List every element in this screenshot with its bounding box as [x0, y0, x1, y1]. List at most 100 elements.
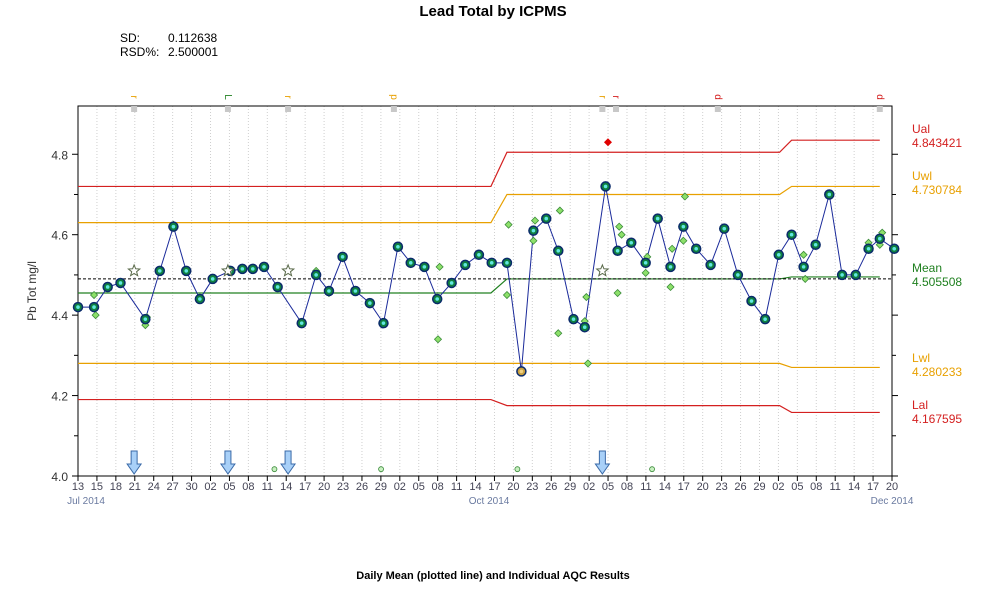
- individual-result-point: [582, 292, 591, 302]
- daily-mean-point-core: [655, 216, 660, 221]
- daily-mean-point-core: [262, 265, 266, 269]
- daily-mean-point-core: [449, 281, 454, 285]
- daily-mean-point-core: [827, 192, 832, 197]
- x-tick-label: 23: [526, 481, 538, 493]
- lal-label: Lal: [912, 398, 928, 412]
- individual-result-point: [666, 282, 675, 292]
- lal-value: 4.167595: [912, 412, 962, 426]
- daily-mean-point-core: [250, 267, 255, 271]
- daily-mean-point-core: [240, 267, 245, 271]
- outlier-point: [603, 138, 612, 147]
- lal-line: [78, 398, 880, 414]
- top-marker-box: [131, 106, 138, 112]
- x-tick-label: 15: [91, 481, 103, 493]
- x-tick-label: 26: [545, 481, 557, 493]
- lwl-value: 4.280233: [912, 365, 962, 379]
- x-tick-label: 17: [488, 481, 500, 493]
- y-tick-label: 4.2: [51, 390, 68, 404]
- x-tick-label: 11: [262, 481, 273, 493]
- individual-result-point: [91, 311, 100, 320]
- daily-mean-point-core: [489, 261, 494, 265]
- individual-result-point: [799, 250, 808, 259]
- top-marker-label: d: [874, 94, 885, 100]
- top-marker-label: L: [222, 94, 233, 100]
- daily-mean-point-core: [571, 317, 576, 321]
- individual-result-point: [583, 359, 593, 368]
- daily-mean-point-core: [556, 248, 561, 253]
- individual-result-point: [529, 236, 538, 245]
- daily-mean-point-core: [603, 184, 608, 189]
- x-tick-label: 02: [204, 481, 216, 493]
- x-tick-label: 26: [356, 481, 368, 493]
- daily-mean-point-core: [463, 263, 468, 267]
- daily-mean-point-core: [789, 232, 794, 237]
- mean-value: 4.505508: [912, 275, 962, 289]
- top-marker-box: [613, 106, 620, 112]
- daily-mean-point-core: [531, 228, 536, 233]
- daily-mean-point-core: [184, 269, 189, 273]
- daily-mean-point-core: [396, 244, 400, 249]
- individual-result-point: [435, 262, 444, 271]
- daily-mean-point-core: [840, 273, 844, 277]
- uwl-value: 4.730784: [912, 183, 962, 197]
- rsd-stat: RSD%: 2.500001: [120, 45, 218, 59]
- daily-mean-point-core: [668, 265, 673, 269]
- daily-mean-point-core: [866, 246, 871, 251]
- x-tick-label: 29: [375, 481, 387, 493]
- daily-mean-point-core: [505, 261, 509, 265]
- x-tick-label: 11: [640, 481, 651, 493]
- ual-value: 4.843421: [912, 136, 962, 150]
- x-tick-label: 08: [242, 481, 254, 493]
- top-marker-label: r: [128, 95, 139, 99]
- daily-mean-point-core: [299, 321, 304, 325]
- individual-result-point: [641, 268, 650, 277]
- individual-result-point: [555, 206, 564, 215]
- daily-mean-point-core: [422, 265, 427, 269]
- sd-stat: SD: 0.112638: [120, 31, 217, 45]
- y-tick-label: 4.6: [51, 229, 68, 243]
- sd-value: 0.112638: [168, 31, 218, 45]
- y-tick-label: 4.8: [51, 148, 68, 162]
- daily-mean-point-core: [892, 246, 897, 251]
- x-tick-label: 18: [110, 481, 122, 493]
- low-result-point: [514, 466, 521, 473]
- daily-mean-point-core: [544, 216, 549, 221]
- daily-mean-point-core: [314, 273, 318, 277]
- individual-result-point: [680, 192, 690, 201]
- x-tick-label: 13: [72, 481, 84, 493]
- x-tick-label: 17: [867, 481, 879, 493]
- daily-mean-point-core: [519, 369, 524, 374]
- star-marker: [595, 263, 610, 277]
- x-tick-label: 05: [223, 481, 235, 493]
- daily-mean-point-core: [340, 255, 345, 259]
- x-tick-label: 20: [886, 481, 898, 493]
- x-tick-label: 14: [280, 481, 292, 493]
- daily-mean-point-core: [157, 269, 162, 273]
- daily-mean-point-core: [708, 263, 713, 267]
- daily-mean-point-core: [749, 299, 754, 303]
- x-tick-label: 20: [507, 481, 519, 493]
- uwl-line: [78, 185, 880, 224]
- x-tick-label: 17: [299, 481, 311, 493]
- top-marker-box: [390, 106, 397, 112]
- daily-mean-point-core: [629, 240, 634, 245]
- daily-mean-point-core: [681, 224, 686, 229]
- mean-label: Mean: [912, 261, 942, 275]
- x-month-label: Dec 2014: [871, 496, 914, 507]
- lwl-label: Lwl: [912, 351, 930, 365]
- y-axis-label: Pb Tot mg/l: [25, 261, 39, 321]
- x-tick-label: 23: [337, 481, 349, 493]
- x-tick-label: 27: [167, 481, 179, 493]
- daily-mean-point-core: [368, 301, 372, 305]
- x-tick-label: 30: [185, 481, 197, 493]
- daily-mean-point-core: [582, 325, 587, 329]
- daily-mean-point-core: [435, 297, 440, 301]
- event-arrow: [280, 450, 297, 475]
- event-arrow: [219, 450, 236, 475]
- x-tick-label: 23: [716, 481, 728, 493]
- daily-mean-point-core: [353, 289, 358, 293]
- daily-mean-point-core: [877, 236, 882, 241]
- top-marker-label: d: [712, 94, 723, 100]
- top-marker-label: r: [610, 95, 621, 99]
- individual-result-point: [613, 288, 622, 298]
